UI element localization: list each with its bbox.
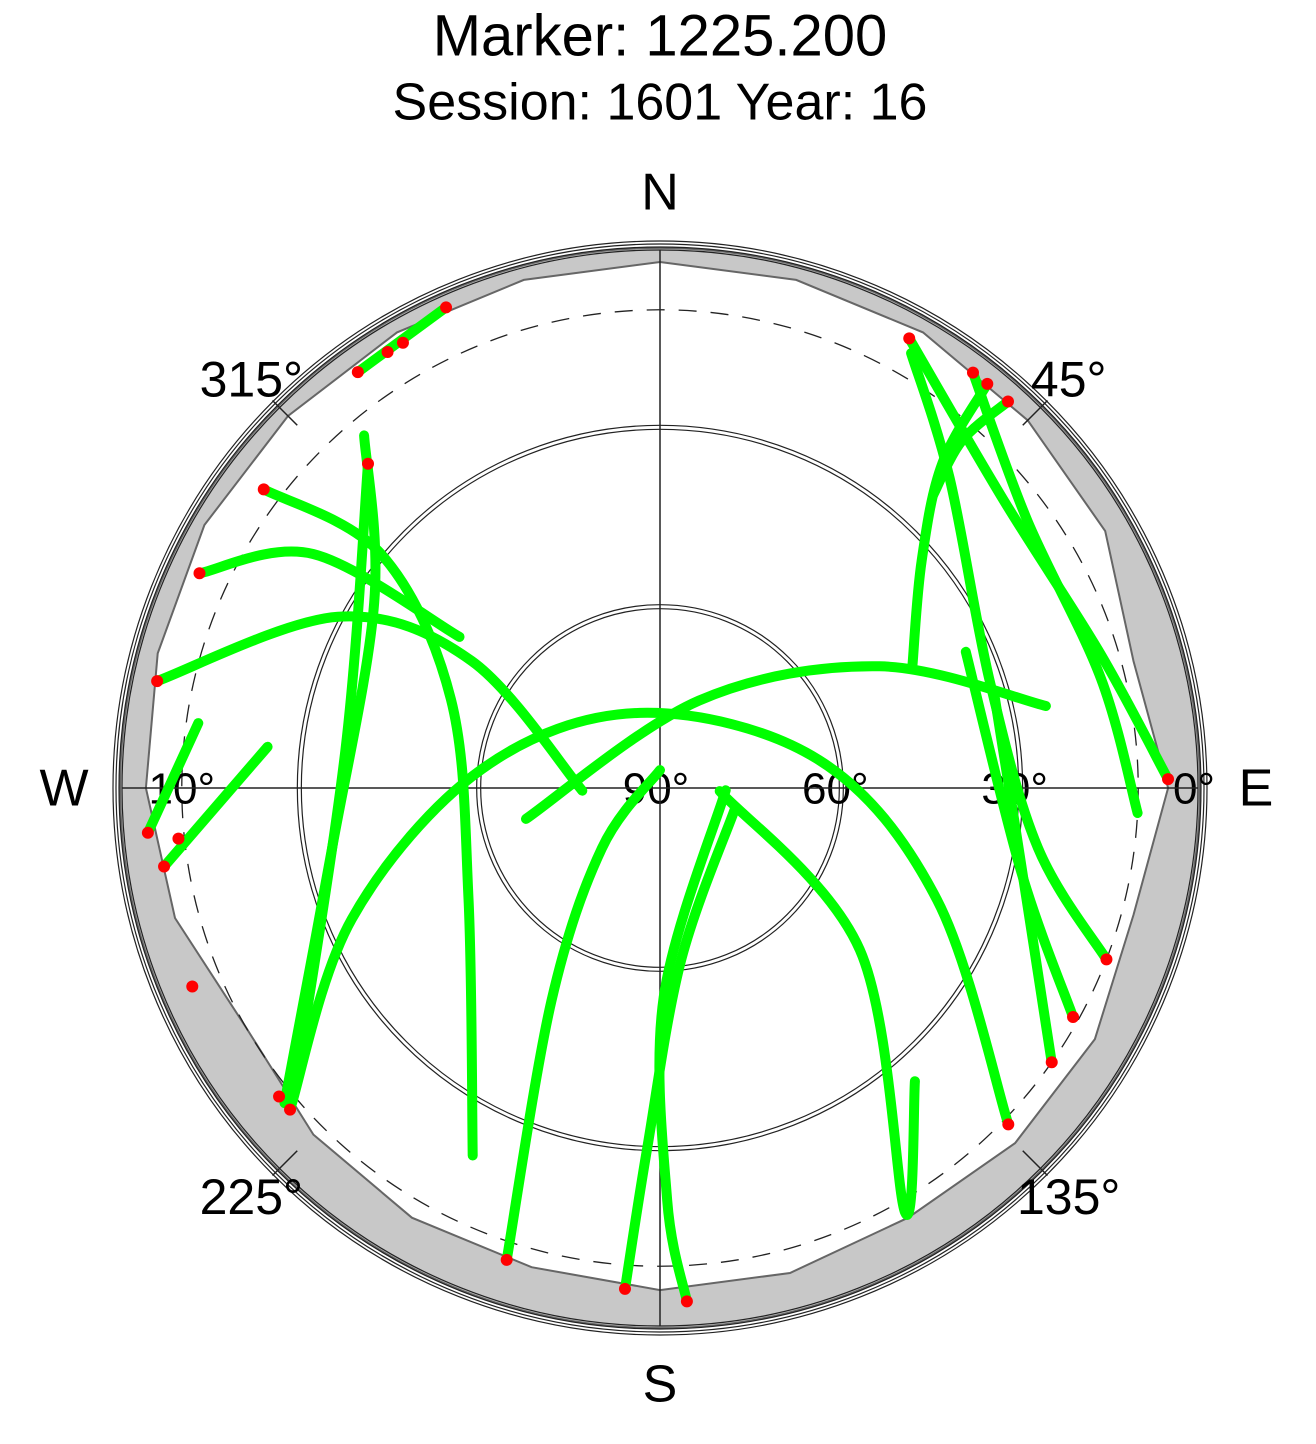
chart-title: Marker: 1225.200 <box>433 3 888 68</box>
outer-ring <box>118 246 1202 1330</box>
low-elevation-point <box>284 1103 297 1116</box>
track <box>159 741 273 872</box>
track <box>288 458 373 1101</box>
low-elevation-point <box>351 366 364 379</box>
track <box>906 348 1112 965</box>
azimuth-tick <box>271 1150 298 1177</box>
azimuth-tick <box>1022 399 1049 426</box>
low-elevation-point <box>381 346 394 359</box>
low-elevation-point <box>440 301 453 314</box>
low-elevation-point <box>396 336 409 349</box>
low-elevation-point <box>193 567 206 580</box>
track <box>521 661 1051 824</box>
low-elevation-point <box>1045 1056 1058 1069</box>
track <box>194 546 465 642</box>
low-elevation-point <box>903 332 916 345</box>
track <box>907 378 993 670</box>
elevation-label: 0° <box>1173 765 1215 814</box>
low-elevation-point <box>680 1295 693 1308</box>
low-elevation-point <box>158 860 171 873</box>
cardinal-label: S <box>643 1356 678 1414</box>
track <box>654 785 731 1307</box>
low-elevation-point <box>1162 773 1175 786</box>
track <box>968 367 1143 818</box>
outer-ring <box>112 240 1208 1336</box>
track <box>285 707 1014 1130</box>
low-elevation-point <box>151 675 164 688</box>
cardinal-label: N <box>641 164 679 222</box>
low-elevation-point <box>966 366 979 379</box>
low-elevation-point <box>1002 1118 1015 1131</box>
track <box>142 718 204 838</box>
azimuth-tick <box>271 399 298 426</box>
chart-subtitle: Session: 1601 Year: 16 <box>393 74 928 132</box>
track <box>620 804 740 1294</box>
track <box>960 646 1078 1022</box>
low-elevation-point <box>618 1282 631 1295</box>
azimuth-label: 315° <box>200 351 303 407</box>
low-elevation-point <box>172 832 185 845</box>
low-elevation-point <box>1100 953 1113 966</box>
track <box>501 765 665 1265</box>
azimuth-label: 225° <box>200 1169 303 1225</box>
azimuth-label: 135° <box>1017 1169 1120 1225</box>
low-elevation-point <box>1067 1010 1080 1023</box>
low-elevation-point <box>141 826 154 839</box>
low-elevation-point <box>500 1253 513 1266</box>
cardinal-label: W <box>39 760 88 818</box>
outer-ring <box>115 243 1205 1333</box>
track <box>714 786 920 1220</box>
low-elevation-point <box>362 457 375 470</box>
low-elevation-point <box>981 377 994 390</box>
low-elevation-point <box>257 483 270 496</box>
low-elevation-point <box>273 1090 286 1103</box>
azimuth-tick <box>1022 1150 1049 1177</box>
track <box>928 396 1013 501</box>
low-elevation-point <box>186 980 199 993</box>
low-elevation-point <box>1001 395 1014 408</box>
cardinal-label: E <box>1239 760 1274 818</box>
azimuth-label: 45° <box>1031 351 1107 407</box>
track <box>152 611 588 796</box>
